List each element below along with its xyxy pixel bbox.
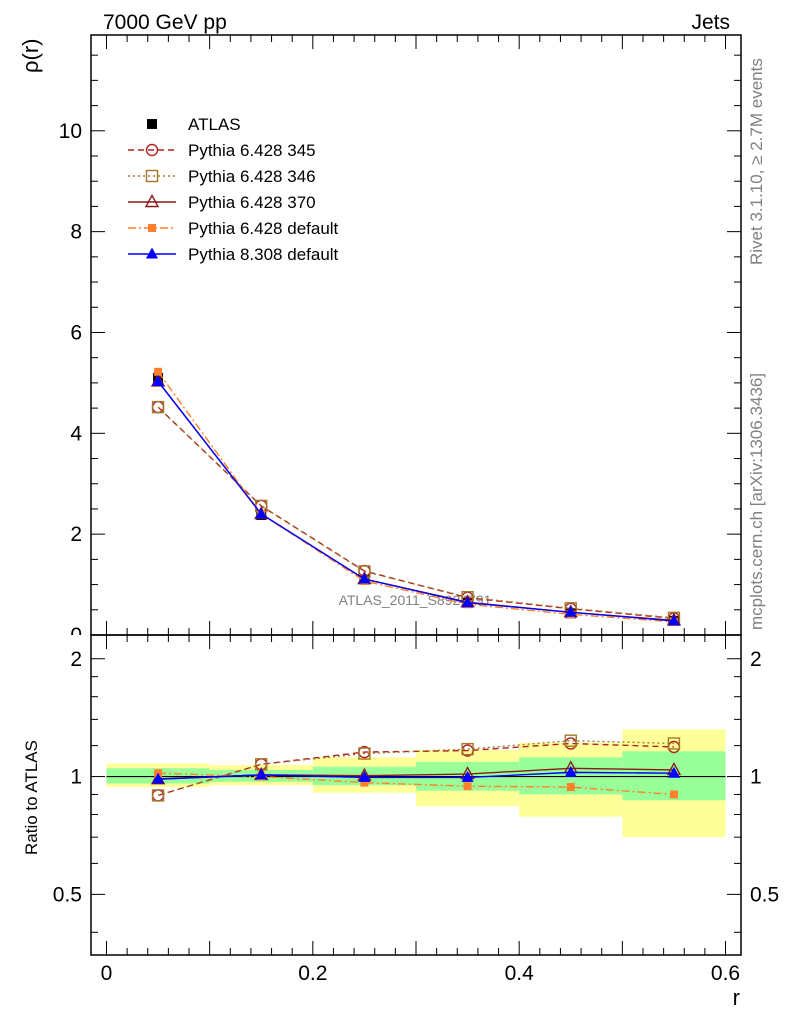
y-axis-title: ρ(r): [18, 39, 43, 74]
ratio-axis-title: Ratio to ATLAS: [22, 740, 41, 855]
legend-marker-atlas: [147, 119, 157, 129]
ratio-y-tick-label-left: 2: [70, 648, 82, 671]
analysis-watermark: ATLAS_2011_S8924791: [339, 592, 492, 608]
ratio-series-line: [157, 742, 674, 797]
x-tick-label: 0.4: [505, 962, 535, 985]
header-right-title: Jets: [691, 11, 730, 34]
ratio-y-tick-label-left: 1: [70, 766, 82, 789]
ratio-series-point: [358, 747, 371, 760]
legend-label: Pythia 6.428 default: [188, 219, 339, 238]
series-point: [154, 367, 163, 376]
series-point: [461, 596, 474, 608]
ratio-y-tick-label-left: 0.5: [53, 883, 82, 906]
series-point: [358, 572, 371, 584]
ratio-series-point: [255, 768, 268, 780]
legend-marker: [144, 194, 160, 208]
ratio-series-point: [667, 766, 680, 778]
ratio-series-point: [566, 783, 575, 792]
ratio-series-layer: [150, 734, 682, 802]
x-axis-title: r: [733, 985, 740, 1010]
legend-marker: [145, 143, 159, 157]
x-tick-label: 0.2: [298, 962, 327, 985]
series-line: [157, 380, 674, 622]
series-point: [152, 374, 165, 386]
ratio-series-point: [463, 782, 472, 791]
legend-marker: [148, 224, 156, 232]
series-line: [157, 371, 674, 623]
x-tick-label: 0.6: [711, 962, 740, 985]
ratio-series-line: [157, 739, 674, 797]
ratio-series-point: [360, 778, 369, 787]
series-line: [157, 406, 675, 620]
legend-label: Pythia 8.308 default: [188, 245, 339, 264]
y-tick-label: 10: [59, 120, 82, 143]
series-point: [564, 605, 577, 617]
series-layer: [150, 367, 682, 626]
legend-label: Pythia 6.428 345: [188, 141, 316, 160]
series-point: [667, 614, 680, 626]
legend-marker: [146, 247, 158, 259]
header-left-title: 7000 GeV pp: [103, 11, 227, 34]
legend-label: Pythia 6.428 346: [188, 167, 316, 186]
ratio-y-tick-label-right: 0.5: [750, 883, 779, 906]
ratio-series-point: [667, 737, 681, 750]
ratio-series-point: [564, 765, 577, 777]
x-tick-label: 0: [101, 962, 113, 985]
legend: ATLAS Pythia 6.428 345 Pythia 6.428 346 Pyt…: [128, 115, 339, 264]
ratio-series-point: [152, 772, 165, 784]
ratio-series-point: [564, 734, 577, 747]
y-tick-label: 0: [70, 624, 82, 647]
series-point: [255, 507, 268, 519]
ratio-series-point: [461, 770, 474, 782]
legend-label-atlas: ATLAS: [188, 115, 241, 134]
series-line: [157, 380, 674, 622]
rivet-label: Rivet 3.1.10, ≥ 2.7M events: [747, 58, 766, 265]
y-tick-label: 2: [70, 523, 82, 546]
ratio-series-point: [461, 742, 474, 756]
y-tick-label: 6: [70, 321, 82, 344]
ratio-series-point: [358, 770, 371, 782]
y-tick-label: 4: [70, 422, 82, 445]
y-tick-label: 8: [70, 221, 82, 244]
mcplots-label: mcplots.cern.ch [arXiv:1306.3436]: [747, 373, 766, 630]
series-line: [157, 406, 675, 619]
legend-marker: [145, 169, 159, 183]
ratio-y-tick-label-right: 1: [750, 766, 762, 789]
ratio-series-point: [669, 790, 678, 799]
ratio-series-point: [151, 789, 165, 802]
legend-label: Pythia 6.428 370: [188, 193, 316, 212]
ratio-series-line: [158, 771, 674, 780]
series-point: [151, 400, 165, 414]
ratio-y-tick-label-right: 2: [750, 648, 762, 671]
